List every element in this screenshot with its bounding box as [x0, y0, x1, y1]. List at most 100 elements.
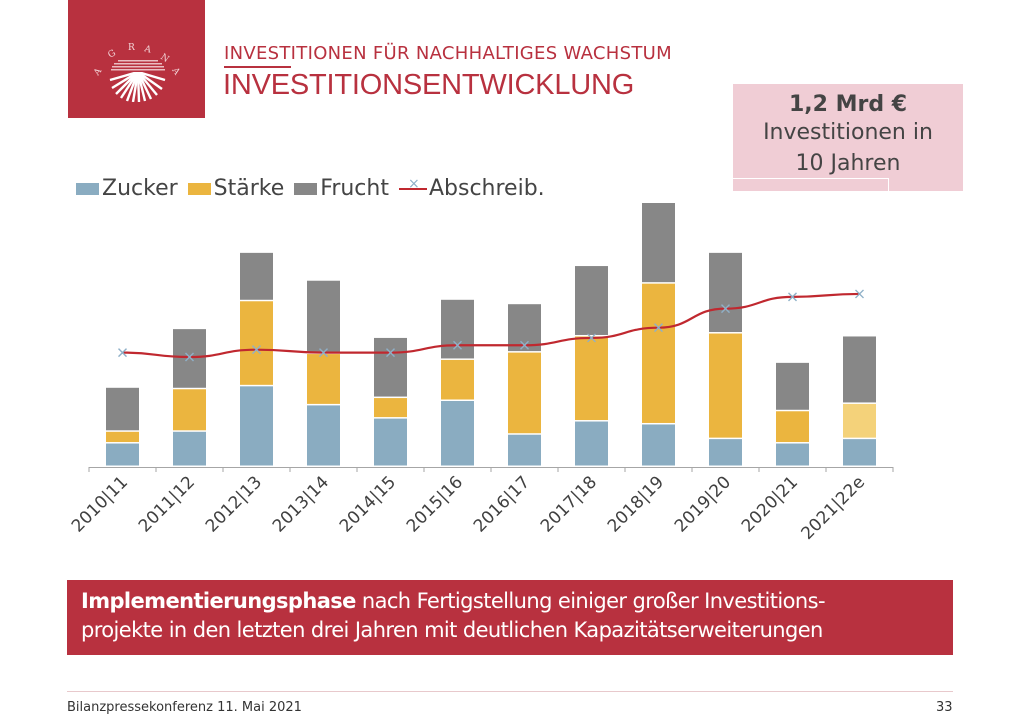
x-label-8: 2018|19 [604, 472, 668, 536]
abschreib-marker-10 [788, 292, 797, 302]
x-label-9: 2019|20 [671, 472, 735, 536]
bar-zucker-0 [106, 443, 139, 466]
legend-label-zucker: Zucker [102, 176, 178, 201]
svg-text:G: G [107, 48, 118, 60]
bar-frucht-3 [307, 280, 340, 353]
abschreib-marker-9 [721, 304, 730, 314]
bar-zucker-3 [307, 405, 340, 466]
bar-staerke-6 [508, 352, 541, 434]
bar-staerke-7 [575, 336, 608, 421]
bar-staerke-0 [106, 431, 139, 443]
x-label-3: 2013|14 [269, 472, 333, 536]
bar-zucker-10 [776, 443, 809, 466]
page-title: INVESTITIONSENTWICKLUNG [223, 69, 635, 101]
bar-zucker-1 [173, 431, 206, 466]
abschreib-marker-1 [185, 352, 194, 362]
investment-chart: 2010|11 2011|12 2012|13 2013|14 2014|15 2015|… [68, 203, 894, 544]
abschreib-marker-11 [855, 289, 864, 299]
x-label-2: 2012|13 [202, 472, 266, 536]
legend-swatch-frucht [294, 182, 318, 195]
abschreib-marker-2 [252, 345, 261, 355]
legend-item-frucht: Frucht [294, 176, 389, 201]
bar-frucht-11 [843, 336, 876, 403]
svg-text:A: A [92, 66, 105, 78]
abschreib-marker-8 [654, 323, 663, 333]
abschreib-line-layer [118, 289, 864, 362]
bar-frucht-0 [106, 387, 139, 431]
legend-swatch-staerke [187, 182, 211, 195]
bar-staerke-10 [776, 411, 809, 443]
agrana-logo: A G R A N A [68, 0, 205, 118]
bar-zucker-2 [240, 386, 273, 466]
callout-divider-tick [888, 178, 889, 191]
subtitle-underline [224, 66, 291, 68]
bar-zucker-8 [642, 424, 675, 466]
x-label-6: 2016|17 [470, 472, 534, 536]
bar-frucht-1 [173, 329, 206, 388]
bar-frucht-10 [776, 362, 809, 410]
legend-swatch-zucker [76, 182, 99, 195]
x-axis-labels: 2010|11 2011|12 2012|13 2013|14 2014|15 2015|… [68, 472, 869, 543]
x-axis-ticks [88, 467, 894, 472]
banner-bold: Implementierungsphase [81, 589, 356, 613]
x-label-5: 2015|16 [403, 472, 467, 536]
chart-legend: Zucker Stärke Frucht Abschreib. [76, 176, 555, 201]
x-label-1: 2011|12 [135, 472, 199, 536]
callout-divider [733, 178, 888, 179]
footer-divider [67, 691, 953, 692]
bar-zucker-7 [575, 421, 608, 466]
callout-line-2: 10 Jahren [795, 151, 901, 176]
abschreib-marker-0 [118, 348, 127, 358]
abschreib-marker-4 [386, 348, 395, 358]
section-subtitle: INVESTITIONEN FÜR NACHHALTIGES WACHSTUM [224, 43, 672, 68]
bar-staerke-2 [240, 301, 273, 385]
x-label-11: 2021|22e [798, 472, 869, 543]
key-message-banner: Implementierungsphase nach Fertigstellun… [67, 580, 953, 655]
x-label-7: 2017|18 [537, 472, 601, 536]
legend-label-staerke: Stärke [213, 176, 285, 201]
page-number: 33 [936, 700, 953, 715]
bar-zucker-5 [441, 401, 474, 466]
svg-text:A: A [142, 44, 152, 56]
bar-frucht-8 [642, 203, 675, 283]
agrana-logo-icon: A G R A N A [92, 43, 182, 102]
x-label-0: 2010|11 [68, 472, 132, 536]
abschreib-marker-3 [319, 348, 328, 358]
bar-frucht-4 [374, 337, 407, 397]
abschreib-line [122, 292, 860, 359]
legend-label-abschreib: Abschreib. [428, 176, 545, 201]
bar-zucker-6 [508, 434, 541, 466]
footer-event: Bilanzpressekonferenz 11. Mai 2021 [67, 700, 302, 715]
bar-staerke-3 [307, 354, 340, 404]
bar-staerke-9 [709, 333, 742, 438]
bar-staerke-5 [441, 359, 474, 400]
bar-staerke-4 [374, 398, 407, 418]
bar-zucker-4 [374, 418, 407, 466]
svg-text:R: R [128, 43, 135, 53]
legend-item-abschreib: Abschreib. [398, 176, 545, 201]
x-label-10: 2020|21 [738, 472, 802, 536]
abschreib-marker-5 [453, 340, 462, 350]
section-subtitle-text: INVESTITIONEN FÜR NACHHALTIGES WACHSTUM [224, 43, 672, 64]
investment-callout: 1,2 Mrd € Investitionen in 10 Jahren [733, 84, 963, 191]
bar-frucht-5 [441, 299, 474, 359]
svg-text:A: A [169, 65, 182, 77]
bar-frucht-9 [709, 252, 742, 333]
legend-item-staerke: Stärke [187, 176, 285, 201]
banner-text-1: nach Fertigstellung einiger großer Inves… [355, 589, 826, 613]
legend-item-zucker: Zucker [76, 176, 178, 201]
abschreib-marker-6 [520, 340, 529, 350]
bar-zucker-11 [843, 439, 876, 466]
bar-zucker-9 [709, 439, 742, 466]
bar-frucht-2 [240, 252, 273, 300]
bar-staerke-11 [843, 403, 876, 438]
banner-text-2: projekte in den letzten drei Jahren mit … [81, 618, 823, 642]
bar-staerke-8 [642, 283, 675, 423]
bar-frucht-7 [575, 266, 608, 335]
legend-label-frucht: Frucht [320, 176, 389, 201]
bar-layer [106, 203, 876, 466]
legend-line-abschreib [398, 176, 427, 195]
callout-headline: 1,2 Mrd € [788, 92, 908, 117]
callout-line-1: Investitionen in [763, 120, 933, 145]
bar-staerke-1 [173, 389, 206, 431]
